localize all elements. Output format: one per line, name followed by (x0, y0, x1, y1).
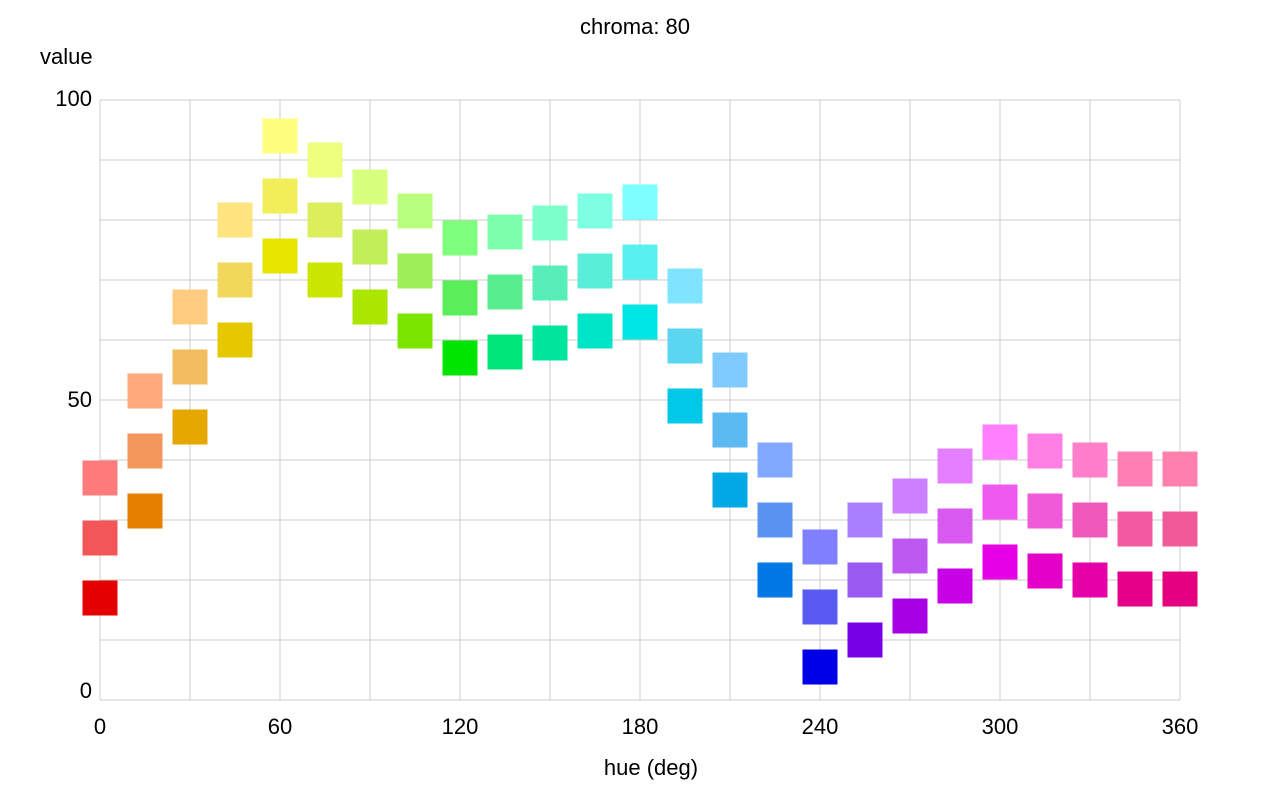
data-point (397, 253, 433, 289)
y-tick-label: 50 (68, 387, 92, 412)
data-point (577, 193, 613, 229)
data-point (352, 289, 388, 325)
data-point (1162, 511, 1198, 547)
data-point (82, 460, 118, 496)
data-point (307, 142, 343, 178)
data-point (397, 193, 433, 229)
data-point (667, 328, 703, 364)
data-point (172, 289, 208, 325)
data-point (577, 313, 613, 349)
data-point (127, 493, 163, 529)
data-point (847, 562, 883, 598)
data-points (82, 118, 1198, 685)
data-point (1027, 553, 1063, 589)
data-point (802, 649, 838, 685)
data-point (757, 562, 793, 598)
x-tick-label: 360 (1162, 714, 1199, 739)
data-point (532, 325, 568, 361)
data-point (217, 322, 253, 358)
data-point (577, 253, 613, 289)
data-point (1117, 451, 1153, 487)
data-point (82, 580, 118, 616)
x-tick-label: 240 (802, 714, 839, 739)
data-point (532, 205, 568, 241)
data-point (532, 265, 568, 301)
data-point (172, 409, 208, 445)
x-tick-label: 0 (94, 714, 106, 739)
data-point (667, 268, 703, 304)
data-point (352, 169, 388, 205)
data-point (217, 262, 253, 298)
x-tick-label: 60 (268, 714, 292, 739)
data-point (937, 508, 973, 544)
data-point (442, 280, 478, 316)
data-point (982, 544, 1018, 580)
data-point (262, 178, 298, 214)
data-point (1072, 502, 1108, 538)
data-point (352, 229, 388, 265)
data-point (262, 238, 298, 274)
data-point (802, 589, 838, 625)
data-point (622, 244, 658, 280)
data-point (307, 262, 343, 298)
data-point (937, 568, 973, 604)
data-point (982, 484, 1018, 520)
data-point (847, 622, 883, 658)
x-axis-label: hue (deg) (604, 755, 698, 780)
data-point (307, 202, 343, 238)
x-tick-label: 300 (982, 714, 1019, 739)
grid (99, 99, 1181, 701)
data-point (1117, 511, 1153, 547)
y-axis-label: value (40, 44, 93, 69)
data-point (982, 424, 1018, 460)
data-point (1027, 493, 1063, 529)
data-point (937, 448, 973, 484)
tick-labels: 0 60 120 180 240 300 360 0 50 100 (55, 86, 1198, 739)
data-point (622, 184, 658, 220)
data-point (622, 304, 658, 340)
data-point (757, 502, 793, 538)
data-point (82, 520, 118, 556)
data-point (442, 220, 478, 256)
data-point (712, 472, 748, 508)
data-point (1072, 562, 1108, 598)
data-point (487, 214, 523, 250)
y-tick-label: 0 (80, 678, 92, 703)
data-point (217, 202, 253, 238)
data-point (487, 274, 523, 310)
data-point (712, 412, 748, 448)
data-point (1162, 451, 1198, 487)
data-point (127, 433, 163, 469)
data-point (1162, 571, 1198, 607)
data-point (262, 118, 298, 154)
data-point (172, 349, 208, 385)
y-tick-label: 100 (55, 86, 92, 111)
x-tick-label: 120 (442, 714, 479, 739)
data-point (127, 373, 163, 409)
data-point (892, 598, 928, 634)
x-tick-label: 180 (622, 714, 659, 739)
data-point (1117, 571, 1153, 607)
data-point (847, 502, 883, 538)
chart-title: chroma: 80 (580, 14, 690, 39)
data-point (757, 442, 793, 478)
data-point (892, 478, 928, 514)
data-point (892, 538, 928, 574)
data-point (1027, 433, 1063, 469)
data-point (802, 529, 838, 565)
data-point (487, 334, 523, 370)
data-point (1072, 442, 1108, 478)
data-point (397, 313, 433, 349)
data-point (712, 352, 748, 388)
data-point (442, 340, 478, 376)
data-point (667, 388, 703, 424)
